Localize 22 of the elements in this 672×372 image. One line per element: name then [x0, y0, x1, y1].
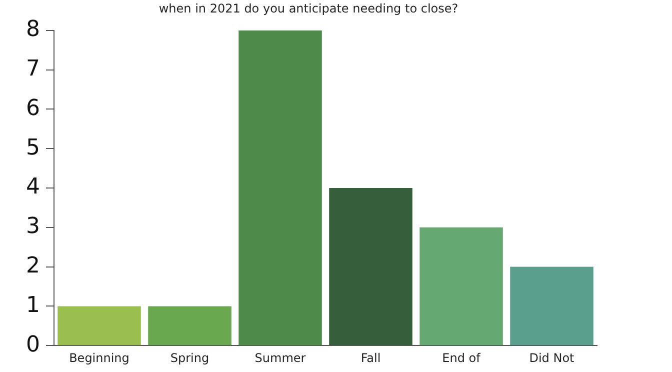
y-tick-label: 6	[26, 96, 40, 121]
x-tick-label: Summer	[254, 350, 306, 365]
y-tick-label: 1	[26, 292, 40, 318]
x-tick-label: Did Not	[529, 350, 575, 365]
x-tick-label: Spring	[170, 350, 210, 365]
y-tick-label: 8	[26, 17, 40, 42]
y-tick-label: 5	[26, 135, 40, 160]
x-tick-label: End of	[442, 350, 482, 365]
bar	[58, 306, 141, 346]
x-tick-label: Beginning	[69, 350, 130, 365]
bar	[148, 306, 232, 346]
y-tick-label: 4	[26, 174, 40, 200]
bar	[329, 188, 412, 346]
y-tick-label: 3	[26, 214, 40, 240]
chart-title: when in 2021 do you anticipate needing to close?	[158, 1, 458, 16]
bar	[510, 266, 594, 346]
bar	[420, 227, 503, 346]
x-tick-label: Fall	[360, 350, 381, 365]
y-tick-label: 2	[26, 254, 40, 279]
y-tick-label: 0	[26, 332, 40, 358]
y-tick-label: 7	[26, 56, 40, 82]
bar	[238, 30, 322, 346]
